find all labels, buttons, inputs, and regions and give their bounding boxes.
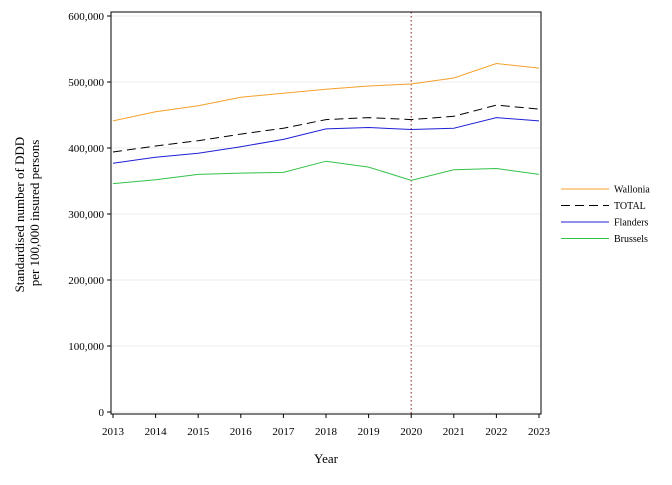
x-tick-label: 2019: [358, 426, 381, 438]
y-tick-label: 300,000: [68, 209, 104, 221]
series-layer: [112, 62, 540, 185]
x-tick-label: 2013: [102, 426, 125, 438]
x-tick-label: 2016: [230, 426, 253, 438]
legend-label-brussels: Brussels: [614, 234, 648, 245]
series-line-brussels: [112, 160, 540, 185]
plot-frame: [110, 11, 542, 415]
x-tick-label: 2017: [272, 426, 295, 438]
x-axis-title: Year: [314, 451, 339, 466]
y-tick-label: 400,000: [68, 143, 104, 155]
legend-label-total: TOTAL: [614, 201, 646, 212]
y-tick-label: 100,000: [68, 341, 104, 353]
y-axis-title-line-2: per 100,000 insured persons: [27, 140, 42, 287]
legend: Wallonia TOTAL Flanders Brussels: [561, 185, 650, 245]
series-line-total: [112, 104, 540, 153]
y-tick-label: 500,000: [68, 77, 104, 89]
x-tick-label: 2022: [485, 426, 507, 438]
x-tick-label: 2023: [528, 426, 551, 438]
series-line-wallonia: [112, 62, 540, 122]
legend-label-wallonia: Wallonia: [614, 185, 650, 196]
x-tick-label: 2014: [145, 426, 168, 438]
legend-label-flanders: Flanders: [614, 218, 649, 229]
y-tick-label: 600,000: [68, 11, 104, 23]
x-tick-label: 2021: [443, 426, 465, 438]
x-tick-label: 2020: [400, 426, 423, 438]
axes-layer: 0 100,000 200,000 300,000 400,000 500,000 600,…: [68, 11, 550, 438]
y-tick-label: 0: [99, 407, 105, 419]
y-axis-title: Standardised number of DDD per 100,000 i…: [12, 134, 42, 293]
grid-layer: [111, 15, 541, 413]
x-tick-label: 2015: [187, 426, 210, 438]
series-line-flanders: [112, 117, 540, 164]
x-tick-label: 2018: [315, 426, 338, 438]
y-tick-label: 200,000: [68, 275, 104, 287]
y-axis-title-line-1: Standardised number of DDD: [12, 137, 27, 293]
